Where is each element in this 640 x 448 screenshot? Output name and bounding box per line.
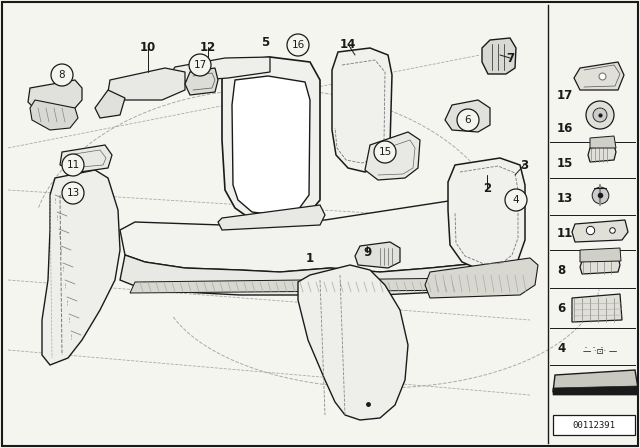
Polygon shape <box>120 195 520 272</box>
Text: 10: 10 <box>140 40 156 53</box>
Text: 9: 9 <box>363 246 371 258</box>
Polygon shape <box>30 100 78 130</box>
Circle shape <box>62 182 84 204</box>
Text: 7: 7 <box>506 52 514 65</box>
Circle shape <box>374 141 396 163</box>
Polygon shape <box>553 386 638 395</box>
Polygon shape <box>580 257 620 274</box>
Polygon shape <box>222 57 320 225</box>
Polygon shape <box>425 258 538 298</box>
Text: 2: 2 <box>483 181 491 194</box>
Text: 8: 8 <box>557 263 565 276</box>
Circle shape <box>189 54 211 76</box>
Text: — ·⊡· —: — ·⊡· — <box>583 348 617 357</box>
Polygon shape <box>572 294 622 322</box>
Text: 6: 6 <box>465 115 471 125</box>
Polygon shape <box>28 80 82 112</box>
Text: 15: 15 <box>378 147 392 157</box>
Circle shape <box>586 101 614 129</box>
Polygon shape <box>60 145 112 172</box>
Text: 11: 11 <box>67 160 79 170</box>
Polygon shape <box>170 57 270 82</box>
Circle shape <box>505 189 527 211</box>
Text: 5: 5 <box>261 35 269 48</box>
Polygon shape <box>298 265 408 420</box>
Polygon shape <box>482 38 516 74</box>
Text: 6: 6 <box>557 302 565 314</box>
Text: 11: 11 <box>557 227 573 240</box>
Polygon shape <box>355 242 400 268</box>
Polygon shape <box>553 370 638 392</box>
Polygon shape <box>365 132 420 180</box>
Polygon shape <box>218 205 325 230</box>
Text: 13: 13 <box>67 188 79 198</box>
Text: 12: 12 <box>200 40 216 53</box>
Circle shape <box>593 108 607 122</box>
Circle shape <box>457 109 479 131</box>
Polygon shape <box>572 220 628 242</box>
Polygon shape <box>185 68 218 95</box>
Text: 14: 14 <box>340 38 356 51</box>
Circle shape <box>287 34 309 56</box>
Polygon shape <box>108 68 185 100</box>
Circle shape <box>51 64 73 86</box>
Text: 15: 15 <box>557 156 573 169</box>
Polygon shape <box>120 255 520 295</box>
Polygon shape <box>580 248 621 262</box>
Polygon shape <box>590 136 616 148</box>
Polygon shape <box>574 62 624 90</box>
Text: · · ·: · · · <box>584 341 604 354</box>
Text: 3: 3 <box>520 159 528 172</box>
Polygon shape <box>448 158 525 272</box>
Polygon shape <box>445 100 490 132</box>
Polygon shape <box>95 90 125 118</box>
Polygon shape <box>42 170 120 365</box>
Text: 17: 17 <box>557 89 573 102</box>
Text: 4: 4 <box>513 195 519 205</box>
Text: 1: 1 <box>306 251 314 264</box>
Text: 4: 4 <box>557 341 565 354</box>
Text: 8: 8 <box>59 70 65 80</box>
Text: 16: 16 <box>557 121 573 134</box>
Text: 00112391: 00112391 <box>573 421 616 430</box>
Text: 13: 13 <box>557 191 573 204</box>
Circle shape <box>62 154 84 176</box>
Polygon shape <box>232 76 310 215</box>
Text: 17: 17 <box>193 60 207 70</box>
Polygon shape <box>332 48 392 172</box>
Text: 16: 16 <box>291 40 305 50</box>
Bar <box>553 415 635 435</box>
Polygon shape <box>130 278 475 293</box>
Polygon shape <box>588 145 616 162</box>
